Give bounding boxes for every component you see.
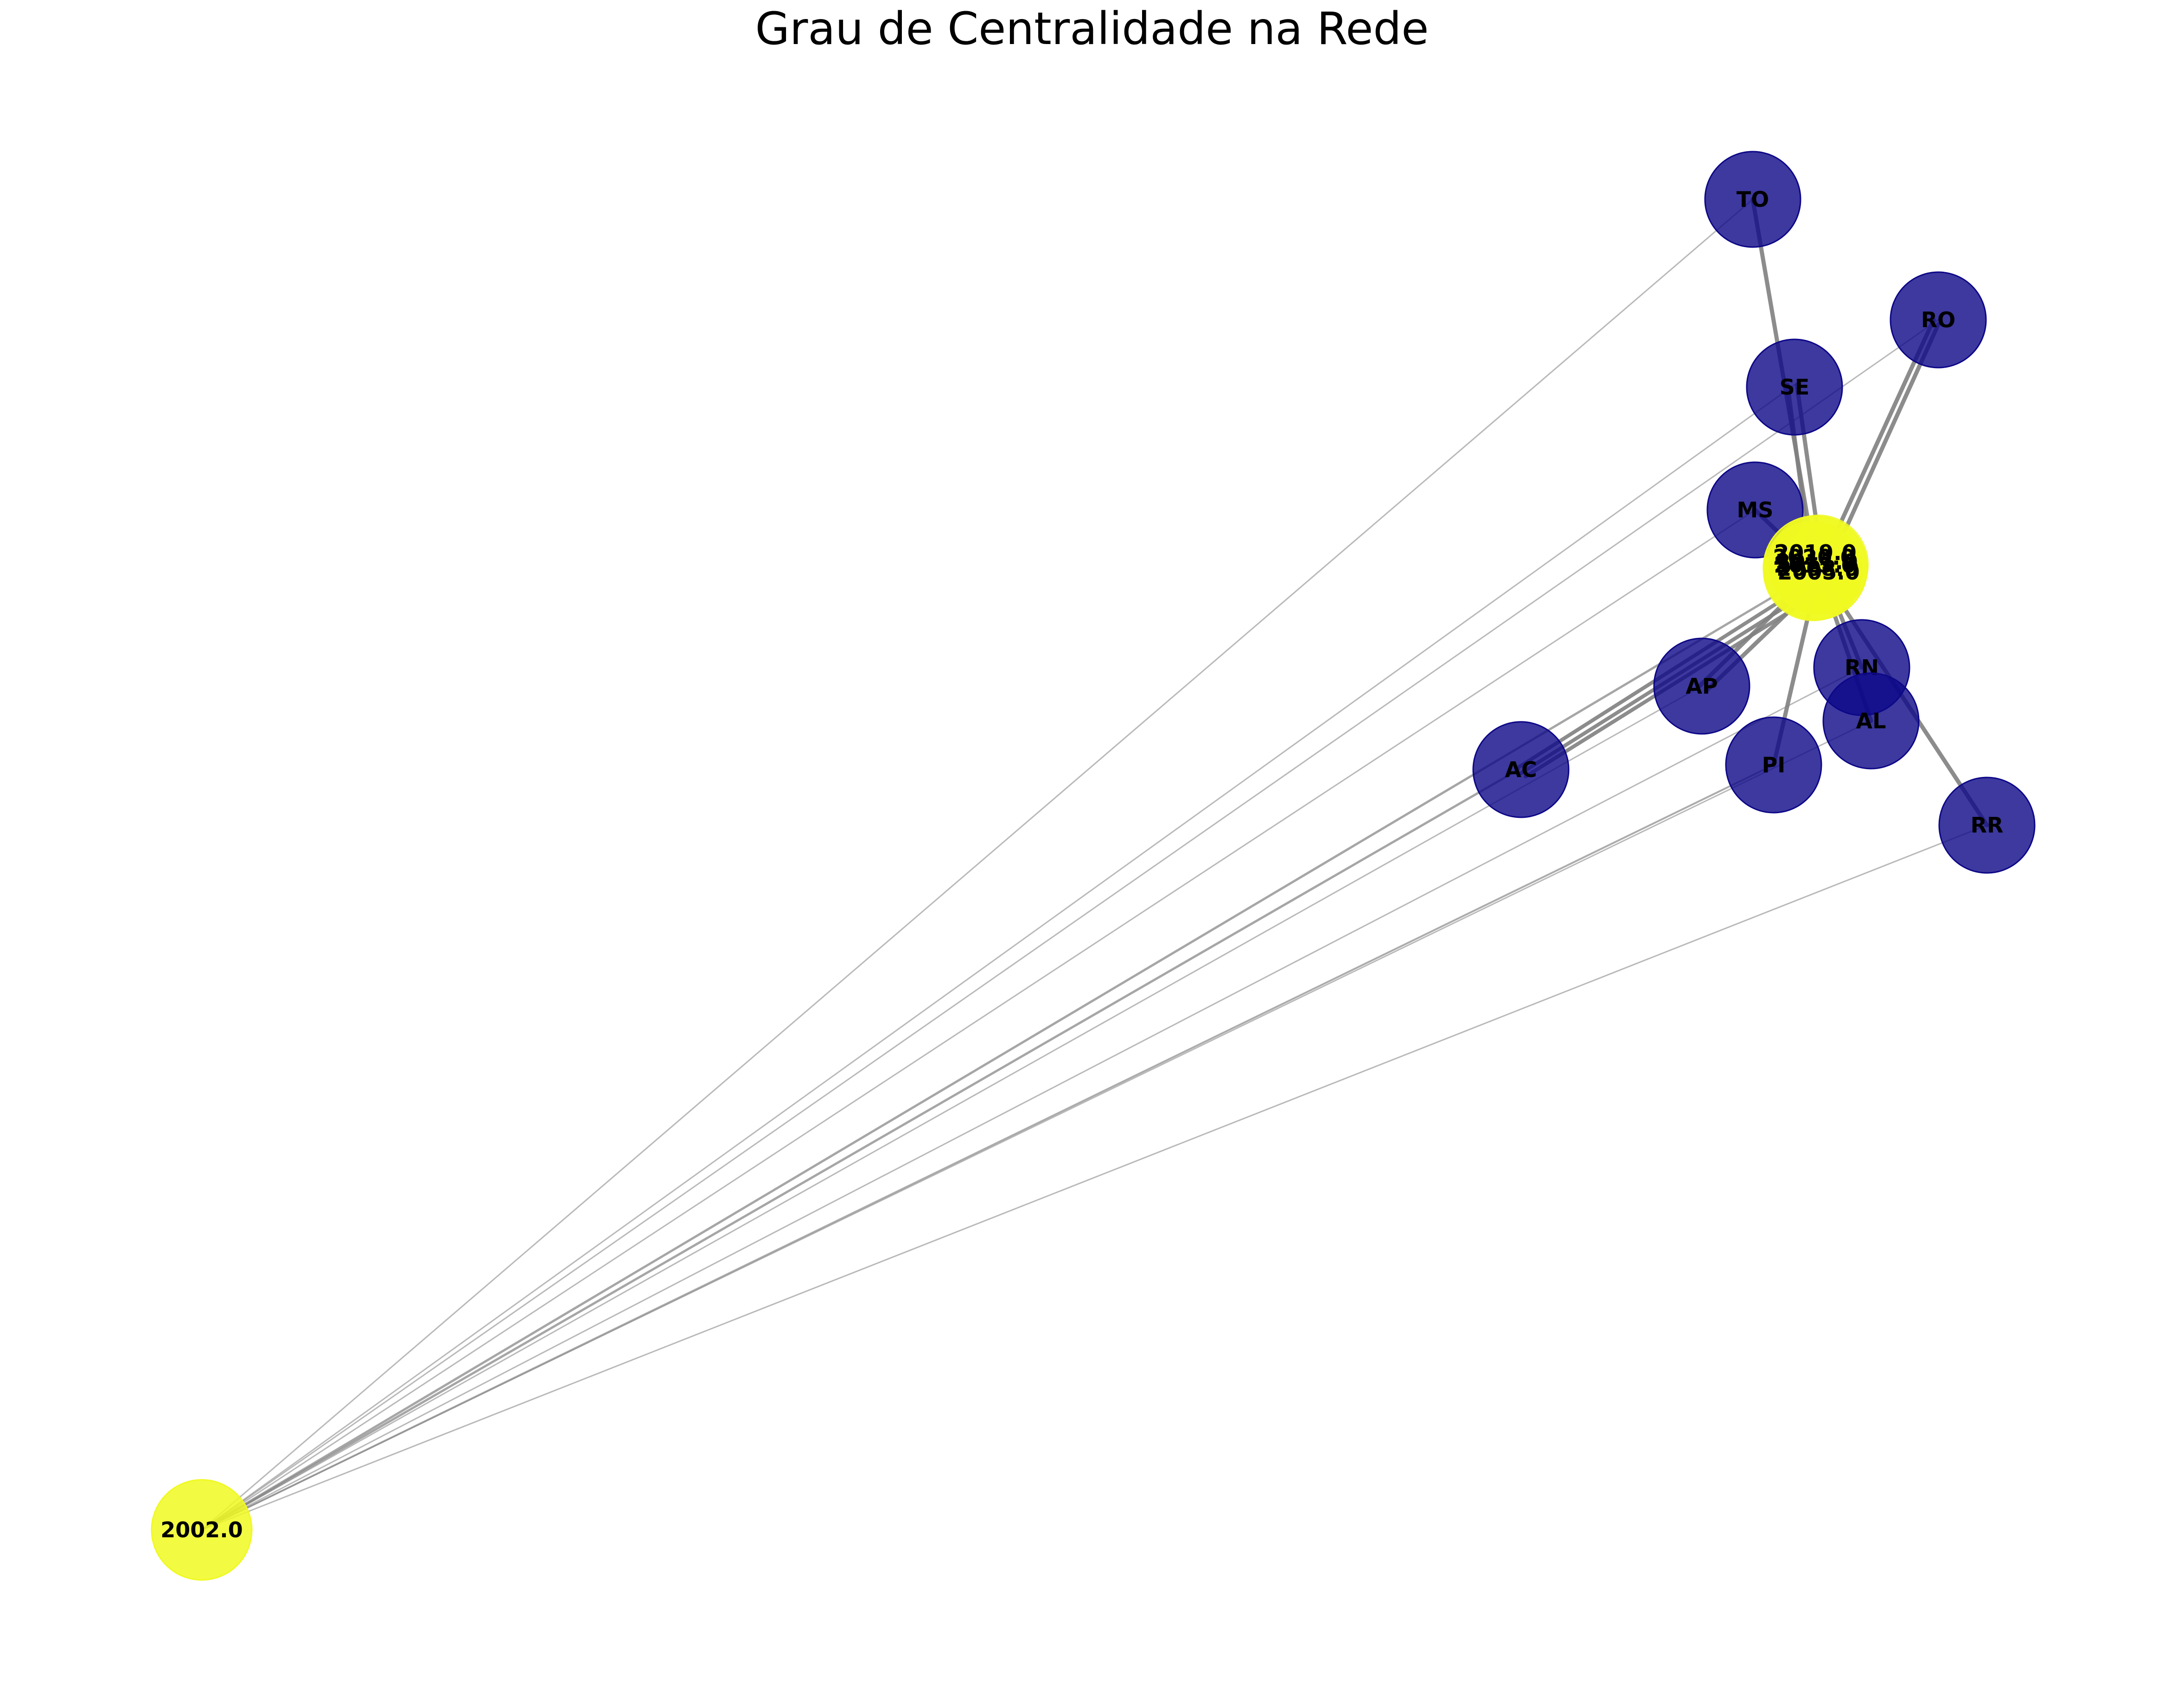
node-AP: AP bbox=[1653, 637, 1750, 735]
edge-2002-RO bbox=[201, 319, 1939, 1531]
node-label-2002: 2002.0 bbox=[160, 1517, 243, 1542]
node-AL: AL bbox=[1822, 672, 1920, 770]
hub-label-5: 2005.0 bbox=[1777, 560, 1860, 585]
edge-2002-MS bbox=[201, 509, 1756, 1531]
node-label-AC: AC bbox=[1505, 757, 1537, 782]
edge-2002-RN bbox=[201, 667, 1863, 1531]
edges-from-2002 bbox=[200, 198, 1988, 1531]
node-label-SE: SE bbox=[1780, 375, 1810, 400]
node-label-RR: RR bbox=[1971, 813, 2004, 838]
hub-label-4: 2008.0 bbox=[1776, 556, 1859, 581]
node-label-AP: AP bbox=[1686, 674, 1718, 699]
node-AC: AC bbox=[1472, 721, 1570, 818]
state-nodes: TO RO SE MS AC AP PI RN bbox=[1472, 151, 2036, 874]
node-label-AL: AL bbox=[1856, 708, 1886, 733]
node-hub-cluster: 2019.0 2020.0 2011.0 2015.0 2008.0 2005.… bbox=[1763, 515, 1869, 621]
edge-2002-SE bbox=[201, 384, 1795, 1531]
edge-2002-RR bbox=[201, 824, 1988, 1531]
hub-label-2: 2011.0 bbox=[1775, 549, 1858, 574]
edge-2002-AC bbox=[200, 768, 1520, 1531]
hub-label-0: 2019.0 bbox=[1774, 540, 1857, 565]
edge-2002-AP bbox=[201, 685, 1703, 1531]
node-TO: TO bbox=[1704, 151, 1801, 248]
node-RR: RR bbox=[1938, 777, 2036, 874]
hub-label-3: 2015.0 bbox=[1774, 553, 1856, 578]
node-label-MS: MS bbox=[1737, 497, 1774, 522]
node-label-TO: TO bbox=[1737, 187, 1769, 212]
node-SE: SE bbox=[1746, 338, 1843, 436]
node-label-PI: PI bbox=[1762, 752, 1786, 777]
edge-2002-TO bbox=[201, 198, 1754, 1531]
hub-label-1: 2020.0 bbox=[1773, 545, 1855, 570]
chart-title: Grau de Centralidade na Rede bbox=[755, 3, 1429, 55]
node-PI: PI bbox=[1725, 716, 1822, 814]
node-2002: 2002.0 bbox=[151, 1479, 253, 1581]
edge-2002-PI bbox=[201, 764, 1775, 1531]
node-label-RO: RO bbox=[1921, 307, 1956, 332]
year-nodes: 2002.0 2019.0 2020.0 2011.0 2015.0 2008.… bbox=[151, 515, 1869, 1581]
node-RO: RO bbox=[1890, 271, 1987, 369]
